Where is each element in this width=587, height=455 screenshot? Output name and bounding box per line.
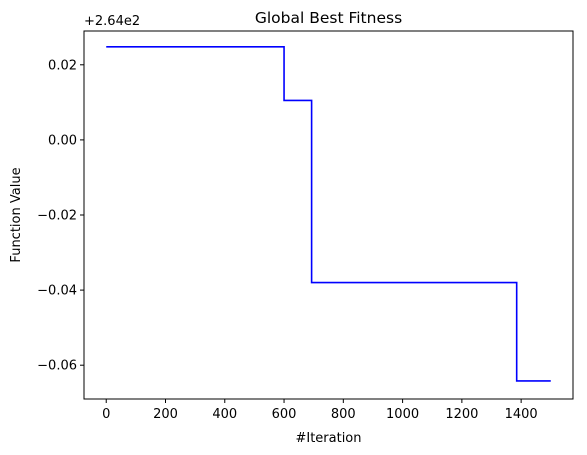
x-tick-label: 400 — [212, 407, 237, 422]
x-tick-label: 0 — [102, 407, 110, 422]
x-tick-label: 200 — [153, 407, 178, 422]
y-tick-label: −0.04 — [37, 284, 77, 299]
y-axis-label: Function Value — [9, 167, 24, 262]
x-tick-label: 1400 — [505, 407, 538, 422]
x-axis-label: #Iteration — [295, 431, 361, 446]
series-line-0 — [106, 45, 551, 382]
x-tick-label: 1000 — [386, 407, 419, 422]
y-tick-label: 0.00 — [48, 133, 77, 148]
x-tick-label: 800 — [331, 407, 356, 422]
y-tick-label: 0.02 — [48, 58, 77, 73]
y-tick-label: −0.02 — [37, 209, 77, 224]
x-tick-label: 600 — [272, 407, 297, 422]
series-layer — [106, 45, 551, 382]
y-axis: 0.02 0.00 −0.02 −0.04 −0.06 — [37, 58, 84, 374]
x-axis: 0 200 400 600 800 1000 1200 1400 — [102, 399, 538, 422]
y-offset-text: +2.64e2 — [84, 14, 140, 29]
chart-title: Global Best Fitness — [255, 9, 402, 27]
plot-area — [83, 30, 574, 400]
y-tick-label: −0.06 — [37, 359, 77, 374]
x-tick-label: 1200 — [445, 407, 478, 422]
